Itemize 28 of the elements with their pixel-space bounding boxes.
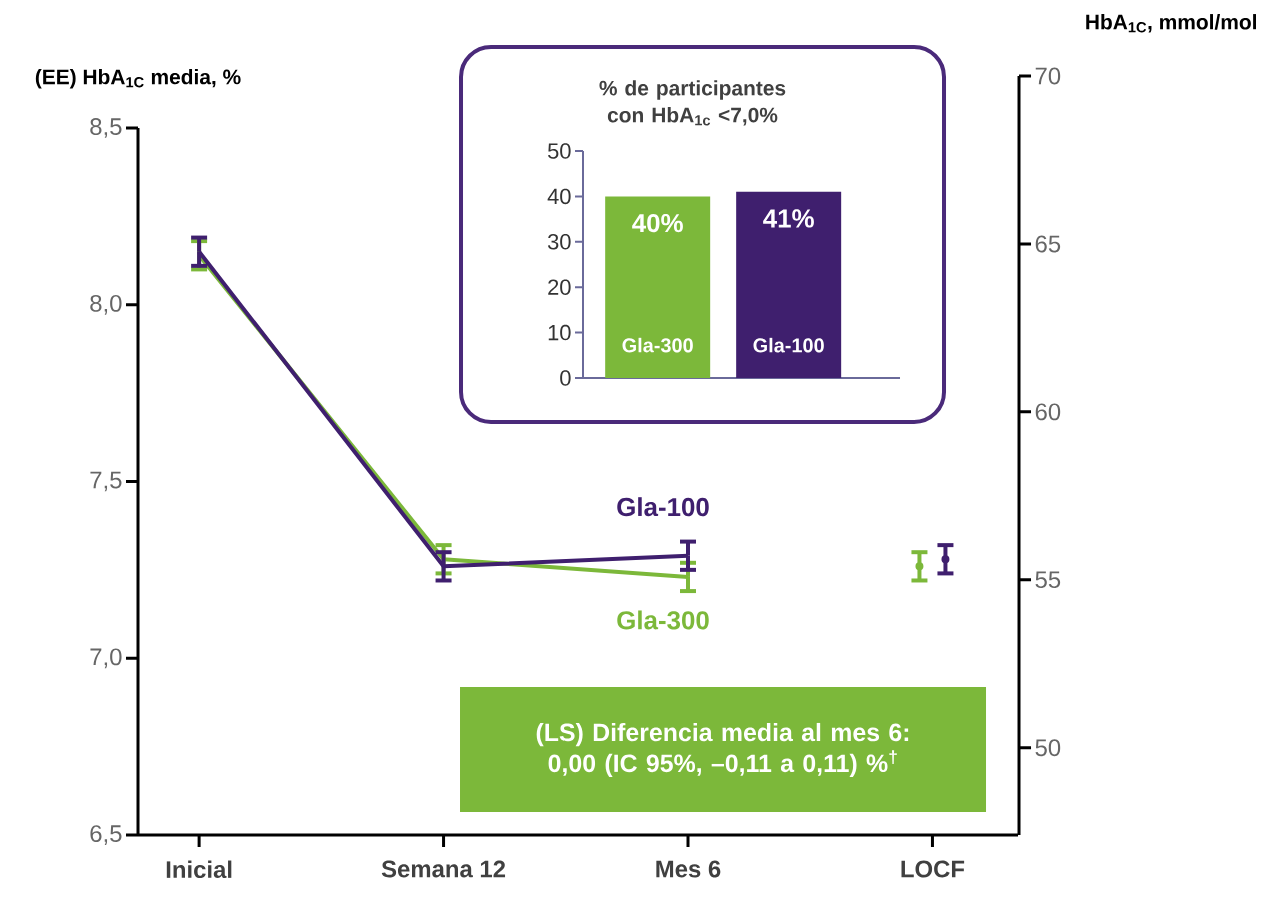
series-label: Gla-100 [617, 497, 709, 517]
x-tick-label: LOCF [901, 860, 965, 878]
y2-tick-label: 70 [1035, 67, 1061, 85]
y2-tick-label: 50 [1035, 739, 1061, 757]
y-tick-label: 7,5 [90, 471, 122, 492]
data-label: 40% [632, 213, 683, 233]
y2-tick-label: 60 [1035, 403, 1061, 421]
y-tick-label: 50 [547, 143, 571, 159]
x-tick-label: Mes 6 [656, 860, 721, 878]
y-tick-label: 8,5 [90, 118, 122, 138]
y-tick-label: 10 [548, 324, 571, 341]
x-tick-label: Inicial [166, 860, 232, 879]
series-label: Gla-300 [617, 610, 709, 630]
y2-tick-label: 55 [1035, 571, 1061, 589]
y-tick-label: 40 [547, 188, 571, 205]
x-tick-label: Semana 12 [381, 860, 506, 878]
y-tick-label: 30 [547, 234, 571, 250]
y-tick-label: 0 [560, 370, 571, 386]
y-tick-label: 8,0 [90, 294, 122, 315]
y-tick-label: 7,0 [90, 648, 122, 669]
y-axis-title: (EE) HbA$_{1C}$ media, % [35, 68, 241, 89]
y2-tick-label: 65 [1035, 235, 1061, 253]
y2-axis-title: HbA$_{1C}$, mmol/mol [1086, 14, 1256, 33]
annotation: (LS) Diferencia media al mes 6: 0,00 (IC 95%, –0,11 a 0,11) %$^{†}$ [536, 722, 909, 778]
chart-title: % de participantes con HbA$_{1c}$ <7,0% [599, 80, 786, 126]
data-label: 41% [763, 209, 814, 228]
y-tick-label: 6,5 [90, 825, 122, 845]
y-tick-label: 20 [548, 279, 571, 295]
